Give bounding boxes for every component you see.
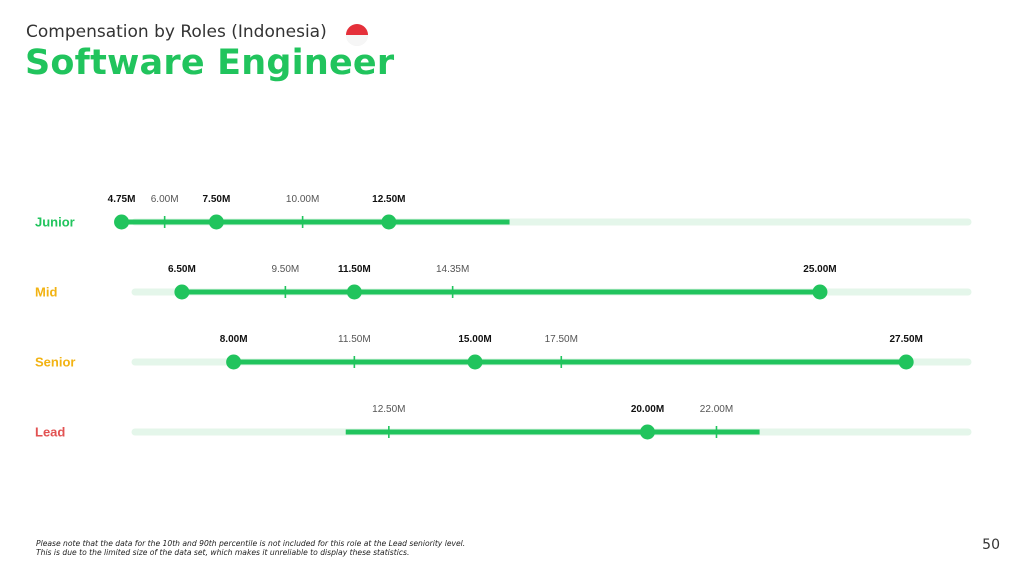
senior-role-label: Senior [35,354,75,369]
mid-dot [346,284,362,300]
page-number: 50 [982,537,1000,553]
page-title: Software Engineer [25,43,395,83]
mid-dot [174,284,190,300]
lead-role-label: Lead [35,424,65,439]
mid-dot [812,284,828,300]
lead-value-label: 22.00M [700,404,733,415]
senior-value-label: 8.00M [220,334,248,345]
mid-value-label: 9.50M [271,264,299,275]
senior-value-label: 15.00M [458,334,491,345]
lead-value-label: 12.50M [372,404,405,415]
junior-role-label: Junior [35,214,75,229]
junior-dot [208,214,224,230]
page-subtitle: Compensation by Roles (Indonesia) [26,22,327,42]
junior-value-label: 10.00M [286,194,319,205]
flag-red-half [346,24,368,35]
lead-value-label: 20.00M [631,404,664,415]
mid-role-label: Mid [35,284,57,299]
junior-value-label: 4.75M [108,194,136,205]
mid-value-label: 11.50M [338,264,371,275]
junior-value-label: 12.50M [372,194,405,205]
lead-dot [640,424,656,440]
junior-value-label: 7.50M [202,194,230,205]
senior-dot [467,354,483,370]
mid-value-label: 6.50M [168,264,196,275]
senior-value-label: 17.50M [545,334,578,345]
senior-dot [898,354,914,370]
junior-dot [381,214,397,230]
senior-dot [226,354,242,370]
junior-dot [114,214,130,230]
mid-value-label: 14.35M [436,264,469,275]
mid-value-label: 25.00M [803,264,836,275]
footnote: Please note that the data for the 10th a… [36,539,465,557]
flag-white-half [346,35,368,46]
junior-value-label: 6.00M [151,194,179,205]
senior-value-label: 11.50M [338,334,371,345]
indonesia-flag-icon [346,24,368,46]
footnote-line-1: Please note that the data for the 10th a… [36,539,466,548]
footnote-line-2: This is due to the limited size of the d… [36,548,410,557]
senior-value-label: 27.50M [889,334,922,345]
